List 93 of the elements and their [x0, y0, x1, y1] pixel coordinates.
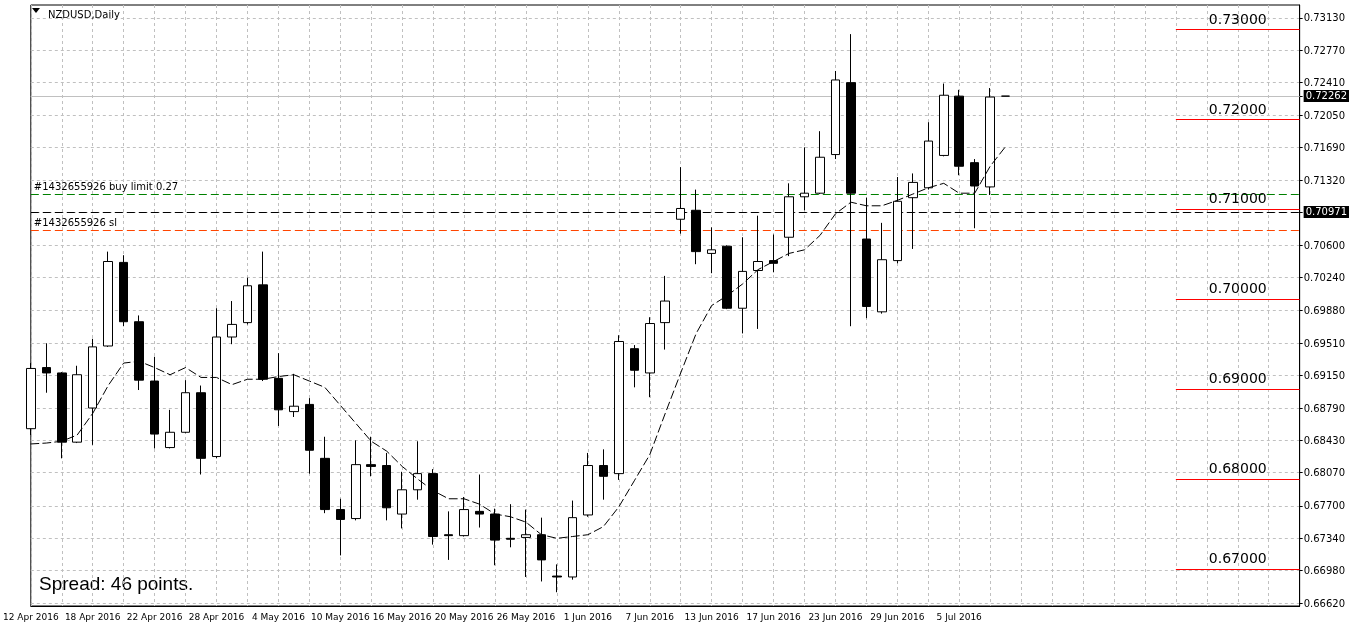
- x-tick-label: 23 Jun 2016: [808, 611, 863, 622]
- x-tick-label: 7 Jun 2016: [625, 611, 675, 622]
- y-tick-label: 0.72410: [1303, 77, 1346, 89]
- candlestick: [88, 338, 97, 446]
- candlestick: [134, 314, 144, 391]
- ref-line-label: 0.69000: [1208, 370, 1267, 387]
- candlestick: [552, 563, 562, 593]
- candlestick: [274, 352, 283, 427]
- ref-line-label: 0.73000: [1208, 10, 1267, 27]
- candlestick: [243, 277, 252, 325]
- x-tick-label: 18 Apr 2016: [64, 611, 121, 622]
- candlestick: [444, 510, 453, 561]
- ref-line-label: 0.71000: [1208, 190, 1267, 207]
- annotation: Spread: 46 points.: [39, 573, 194, 594]
- candlestick: [227, 300, 237, 345]
- candlestick: [165, 409, 175, 449]
- y-tick-label: 0.67340: [1303, 532, 1346, 544]
- candlestick: [413, 440, 422, 501]
- candlestick: [258, 251, 268, 382]
- candlestick: [103, 251, 113, 348]
- x-tick-label: 4 May 2016: [251, 611, 306, 622]
- candlestick: [336, 498, 345, 556]
- candlestick: [196, 385, 206, 476]
- x-tick-label: 26 May 2016: [496, 611, 556, 622]
- x-tick-label: 20 May 2016: [434, 611, 494, 622]
- y-tick-label: 0.70240: [1303, 272, 1346, 284]
- y-tick-label: 0.71690: [1303, 141, 1346, 153]
- y-tick-label: 0.67700: [1303, 500, 1346, 512]
- y-tick-label: 0.73130: [1303, 12, 1346, 24]
- candlestick: [366, 436, 376, 477]
- x-tick-label: 28 Apr 2016: [188, 611, 245, 622]
- candlestick: [289, 373, 299, 418]
- y-tick-label: 0.66620: [1303, 597, 1346, 609]
- y-tick-label: 0.66980: [1303, 565, 1346, 577]
- x-tick-label: 17 Jun 2016: [746, 611, 801, 622]
- x-tick-label: 22 Apr 2016: [126, 611, 183, 622]
- candlestick: [954, 89, 964, 176]
- ref-line-label: #1432655926 sl: [33, 216, 117, 228]
- candlestick: [769, 234, 778, 273]
- x-tick-label: 1 Jun 2016: [563, 611, 613, 622]
- y-tick-label: 0.68070: [1303, 467, 1346, 479]
- y-tick-label: 0.68430: [1303, 434, 1346, 446]
- candlestick: [939, 83, 949, 157]
- ref-line-label: #1432655926 buy limit 0.27: [33, 180, 179, 192]
- y-tick-label: 0.70971: [1305, 206, 1348, 218]
- x-tick-label: 13 Jun 2016: [684, 611, 739, 622]
- ref-line-label: 0.72000: [1208, 100, 1267, 117]
- candlestick: [475, 474, 484, 529]
- ref-line-label: 0.67000: [1208, 549, 1267, 566]
- x-tick-label: 10 May 2016: [310, 611, 370, 622]
- candlestick: [150, 356, 159, 449]
- candlestick: [753, 215, 763, 330]
- candlestick: [722, 244, 732, 310]
- y-tick-label: 0.72262: [1305, 90, 1348, 102]
- x-tick-label: 29 Jun 2016: [870, 611, 925, 622]
- y-tick-label: 0.68790: [1303, 402, 1346, 414]
- candlestick: [614, 334, 624, 481]
- candlestick: [707, 226, 716, 274]
- candlestick: [57, 371, 67, 459]
- candlestick: [305, 397, 314, 475]
- candlestick: [877, 222, 887, 315]
- candlestick: [815, 130, 825, 195]
- ref-line-label: 0.70000: [1208, 280, 1267, 297]
- x-tick-label: 16 May 2016: [372, 611, 432, 622]
- candlestick: [351, 439, 361, 521]
- y-tick-label: 0.69510: [1303, 337, 1346, 349]
- chart-title: NZDUSD,Daily: [48, 8, 120, 20]
- candlestick: [599, 448, 608, 501]
- candlestick: [800, 146, 809, 211]
- x-tick-label: 5 Jul 2016: [936, 611, 983, 622]
- candlestick: [181, 379, 190, 434]
- candlestick: [382, 452, 391, 521]
- candlestick: [583, 452, 593, 518]
- candlestick: [320, 436, 330, 514]
- y-tick-label: 0.70600: [1303, 239, 1346, 251]
- candlestick: [72, 365, 82, 444]
- candlestick: [691, 189, 701, 265]
- y-tick-label: 0.69880: [1303, 304, 1346, 316]
- candlestick: [660, 275, 670, 351]
- candlestick: [630, 344, 639, 388]
- candlestick: [831, 70, 840, 160]
- candlestick: [212, 307, 221, 459]
- candlestick: [645, 316, 655, 398]
- y-tick-label: 0.71320: [1303, 175, 1346, 187]
- y-tick-label: 0.72770: [1303, 44, 1346, 56]
- candlestick: [42, 342, 51, 394]
- candlestick: [738, 236, 747, 334]
- x-tick-label: 12 Apr 2016: [3, 611, 59, 622]
- candlestick: [397, 471, 407, 529]
- y-tick-label: 0.72050: [1303, 109, 1346, 121]
- candlestick: [119, 254, 128, 327]
- ref-line-label: 0.68000: [1208, 460, 1267, 477]
- y-tick-label: 0.69150: [1303, 370, 1346, 382]
